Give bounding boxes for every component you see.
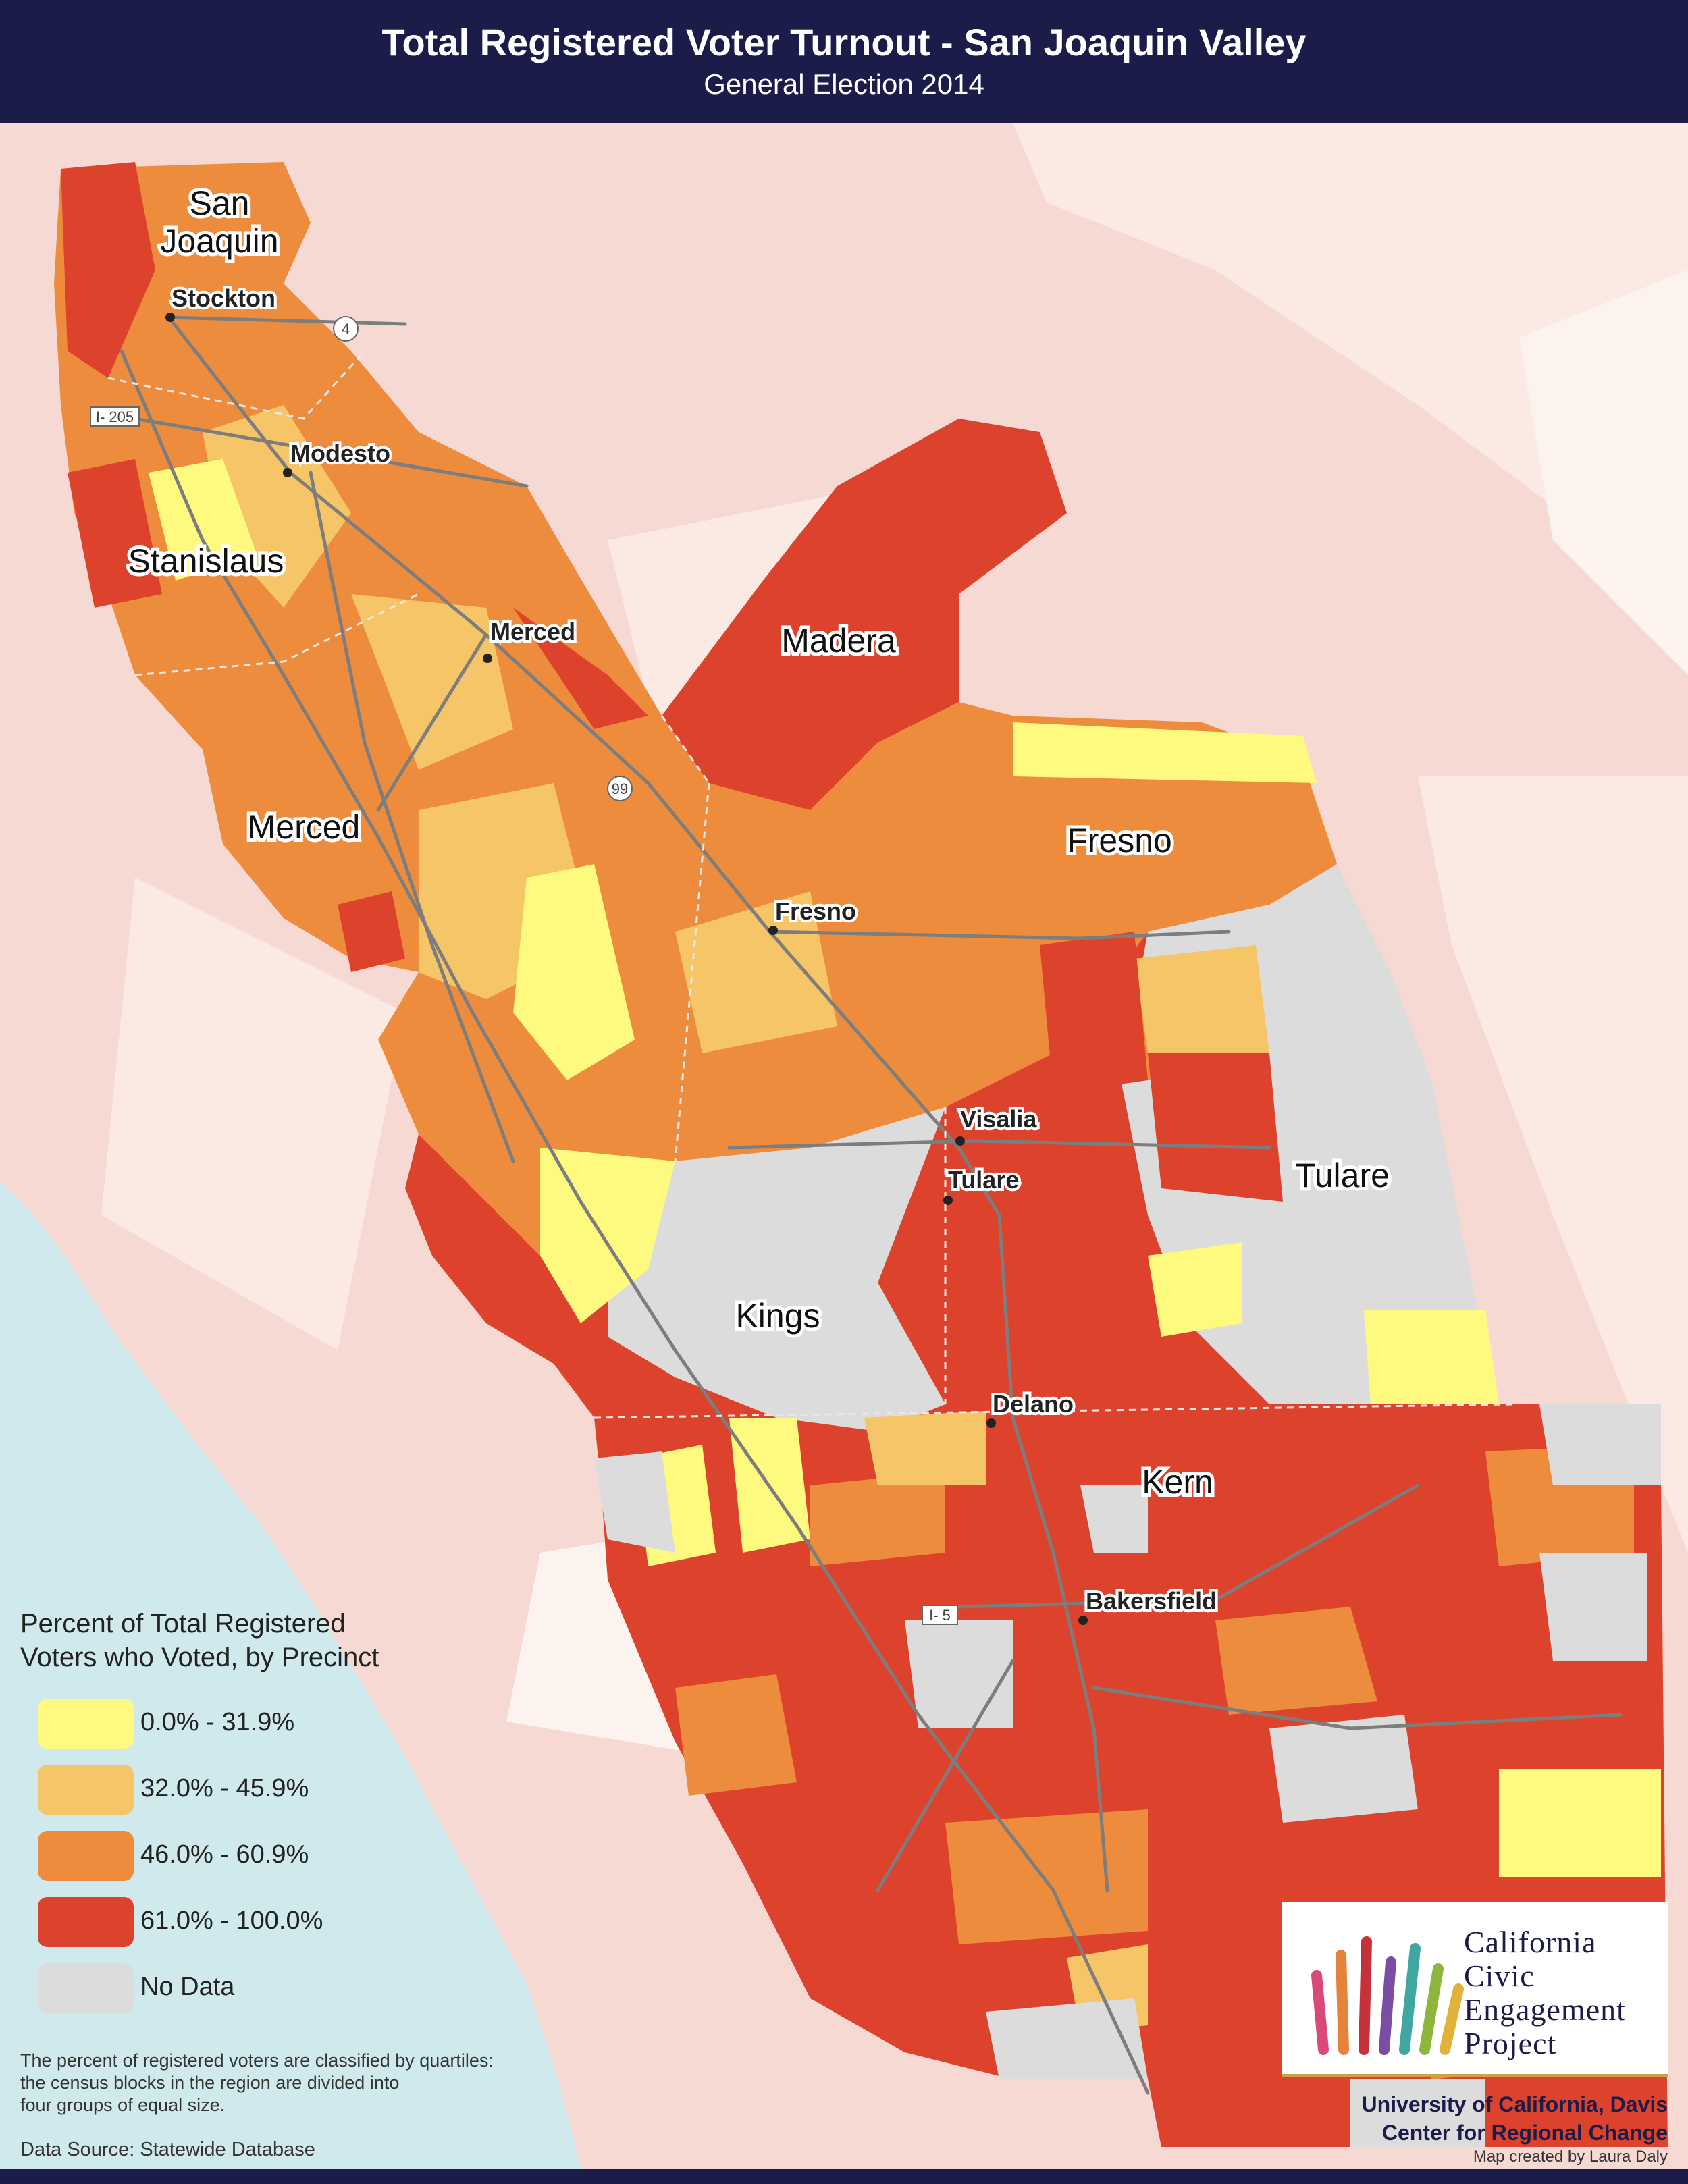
choropleth-map: San Joaquin Stanislaus Merced Madera Fres… xyxy=(0,123,1688,2169)
county-label-madera: Madera xyxy=(781,622,896,660)
county-label-san-joaquin-1: San Joaquin xyxy=(160,184,278,260)
legend-label-q1: 0.0% - 31.9% xyxy=(140,1708,295,1736)
city-label-modesto: Modesto xyxy=(290,440,390,467)
city-label-bakersfield: Bakersfield xyxy=(1086,1587,1217,1615)
county-label-tulare: Tulare xyxy=(1295,1156,1390,1194)
map-subtitle: General Election 2014 xyxy=(704,68,984,100)
city-label-merced: Merced xyxy=(490,618,575,645)
legend-note-line1: The percent of registered voters are cla… xyxy=(20,2050,494,2071)
legend-note-line2: the census blocks in the region are divi… xyxy=(20,2073,400,2093)
legend-title-line1: Percent of Total Registered xyxy=(20,1609,346,1639)
svg-text:4: 4 xyxy=(342,321,350,338)
highway-shield-i205: I- 205 xyxy=(90,406,140,427)
credits-center: Center for Regional Change xyxy=(1381,2121,1668,2145)
city-label-delano: Delano xyxy=(993,1390,1074,1418)
legend-note-line3: four groups of equal size. xyxy=(20,2095,226,2115)
county-kings xyxy=(608,1107,945,1431)
county-westside xyxy=(405,1134,675,1418)
credits-university: University of California, Davis xyxy=(1361,2092,1668,2116)
legend-note: The percent of registered voters are cla… xyxy=(20,2050,628,2116)
legend-title-line2: Voters who Voted, by Precinct xyxy=(20,1643,379,1672)
legend-item-q2: 32.0% - 45.9% xyxy=(20,1765,628,1831)
legend: Percent of Total Registered Voters who V… xyxy=(20,1607,628,2029)
map-title: Total Registered Voter Turnout - San Joa… xyxy=(381,21,1307,63)
svg-text:I- 205: I- 205 xyxy=(96,408,134,425)
city-label-tulare: Tulare xyxy=(948,1166,1019,1194)
legend-item-nodata: No Data xyxy=(20,1963,628,2029)
raised-hands-icon xyxy=(1311,1936,1464,2055)
highways xyxy=(120,315,1623,2095)
legend-swatch-q4 xyxy=(38,1897,134,1947)
legend-item-q3: 46.0% - 60.9% xyxy=(20,1831,628,1897)
county-boundaries xyxy=(107,350,1513,1419)
highway-shield-99: 99 xyxy=(607,776,633,801)
legend-item-q4: 61.0% - 100.0% xyxy=(20,1897,628,1963)
legend-swatch-q2 xyxy=(38,1765,134,1815)
city-points xyxy=(165,313,1088,1625)
legend-item-q1: 0.0% - 31.9% xyxy=(20,1699,628,1765)
data-source: Data Source: Statewide Database xyxy=(20,2139,315,2160)
precinct-patches-q1 xyxy=(149,459,1661,1877)
county-label-merced: Merced xyxy=(248,808,361,846)
county-tulare-west xyxy=(878,932,1499,1418)
credits-author: Map created by Laura Daly xyxy=(1473,2148,1668,2166)
precinct-patches-q2 xyxy=(203,405,1269,2032)
precinct-patches-q4 xyxy=(61,162,1283,1647)
county-label-kern: Kern xyxy=(1142,1463,1213,1501)
precinct-patches-nodata xyxy=(594,1404,1661,2147)
city-label-stockton: Stockton xyxy=(172,284,275,312)
county-label-kings: Kings xyxy=(735,1297,820,1335)
county-label-stanislaus: Stanislaus xyxy=(128,542,284,580)
logo-line3: Engagement xyxy=(1464,1992,1626,2027)
legend-label-q4: 61.0% - 100.0% xyxy=(140,1907,323,1935)
county-label-fresno: Fresno xyxy=(1067,822,1172,859)
legend-label-q3: 46.0% - 60.9% xyxy=(140,1840,309,1869)
cce-logo: California Civic Engagement Project xyxy=(1282,1902,1668,2077)
logo-line4: Project xyxy=(1464,2026,1557,2060)
svg-text:99: 99 xyxy=(612,780,628,797)
legend-swatch-q1 xyxy=(38,1699,134,1749)
county-madera xyxy=(662,419,1067,810)
highway-shield-i5: I- 5 xyxy=(922,1605,958,1625)
highway-shield-4: 4 xyxy=(333,316,359,342)
ocean xyxy=(0,1181,581,2169)
logo-text: California Civic Engagement Project xyxy=(1464,1925,1626,2060)
legend-swatch-q3 xyxy=(38,1831,134,1881)
city-label-fresno: Fresno xyxy=(775,897,856,925)
legend-label-nodata: No Data xyxy=(140,1973,235,2001)
footer-bar xyxy=(0,2169,1688,2184)
map-header: Total Registered Voter Turnout - San Joa… xyxy=(0,0,1688,123)
logo-line1: California xyxy=(1464,1925,1597,1959)
legend-label-q2: 32.0% - 45.9% xyxy=(140,1774,309,1803)
svg-text:I- 5: I- 5 xyxy=(929,1607,951,1624)
credits: University of California, Davis Center f… xyxy=(1362,2090,1668,2167)
logo-line2: Civic xyxy=(1464,1959,1535,1993)
legend-swatch-nodata xyxy=(38,1963,134,2013)
city-label-visalia: Visalia xyxy=(960,1105,1037,1133)
